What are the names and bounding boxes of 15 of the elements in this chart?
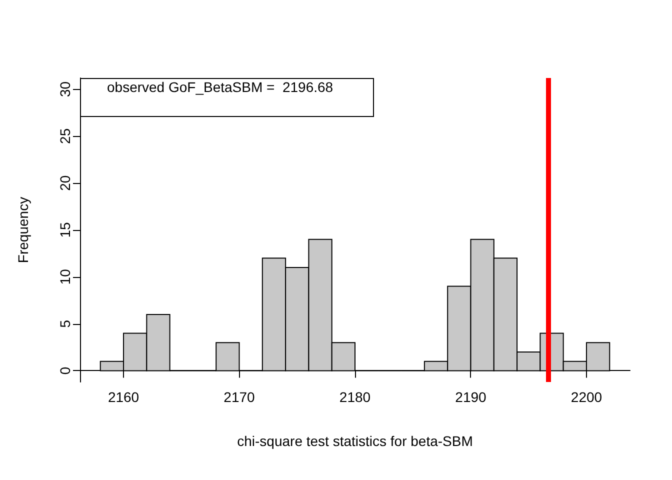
x-axis-title: chi-square test statistics for beta-SBM <box>237 433 473 449</box>
x-tick-label: 2200 <box>570 389 602 405</box>
y-tick-label: 10 <box>57 268 73 285</box>
x-tick-label: 2190 <box>455 389 487 405</box>
x-tick-label: 2160 <box>108 389 140 405</box>
y-tick-label: 20 <box>57 175 73 191</box>
y-tick-label: 25 <box>57 128 73 144</box>
x-tick-label: 2180 <box>339 389 371 405</box>
annotation: observed GoF_BetaSBM = 2196.68 <box>80 78 374 117</box>
y-tick-label: 0 <box>57 366 73 375</box>
y-axis-title: Frequency <box>15 196 31 264</box>
x-tick-label: 2170 <box>224 389 256 405</box>
y-tick-label: 5 <box>57 320 73 328</box>
y-tick-label: 15 <box>57 222 73 238</box>
y-tick-label: 30 <box>57 81 73 98</box>
